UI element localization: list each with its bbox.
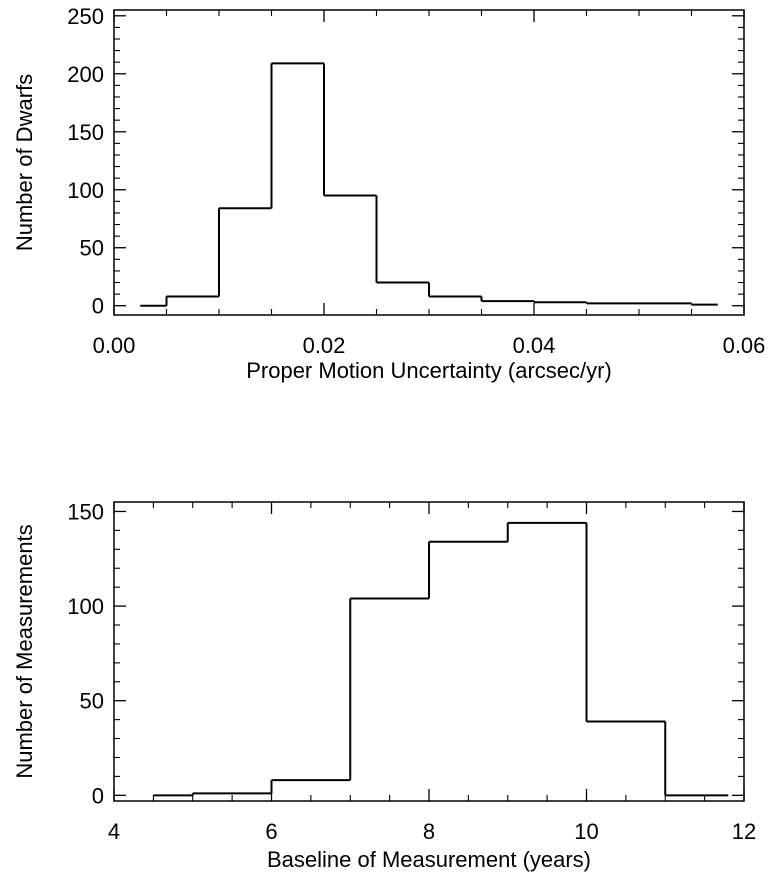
y-tick-label: 200 xyxy=(67,62,104,87)
x-axis-label: Proper Motion Uncertainty (arcsec/yr) xyxy=(246,358,612,383)
chart-proper-motion-uncertainty: 0.00 0.02 0.04 0.06 0 50 100 150 200 250 Proper Mo… xyxy=(12,4,765,383)
y-tick-label: 50 xyxy=(80,236,104,261)
x-tick-label: 6 xyxy=(265,819,277,844)
y-tick-label: 0 xyxy=(92,294,104,319)
x-axis-label: Baseline of Measurement (years) xyxy=(267,847,591,872)
y-tick-label: 100 xyxy=(67,594,104,619)
x-tick-label: 4 xyxy=(108,819,120,844)
x-tick-label: 12 xyxy=(732,819,756,844)
x-tick-label: 0.06 xyxy=(723,333,766,358)
y-tick-label: 150 xyxy=(67,499,104,524)
y-tick-label: 0 xyxy=(92,783,104,808)
y-tick-label: 100 xyxy=(67,178,104,203)
x-tick-label: 0.04 xyxy=(513,333,556,358)
y-axis-label: Number of Measurements xyxy=(12,524,37,778)
x-tick-label: 10 xyxy=(574,819,598,844)
y-axis-label: Number of Dwarfs xyxy=(12,74,37,251)
histogram-series xyxy=(140,62,718,307)
y-tick-label: 150 xyxy=(67,120,104,145)
x-tick-label: 0.02 xyxy=(303,333,346,358)
x-tick-label: 8 xyxy=(423,819,435,844)
x-tick-label: 0.00 xyxy=(93,333,136,358)
plot-frame xyxy=(113,9,745,316)
y-tick-label: 50 xyxy=(80,689,104,714)
y-tick-label: 250 xyxy=(67,4,104,29)
chart-baseline-of-measurement: 4 6 8 10 12 0 50 100 150 Baseline of Measurement … xyxy=(12,499,756,872)
histogram-series xyxy=(153,521,729,797)
